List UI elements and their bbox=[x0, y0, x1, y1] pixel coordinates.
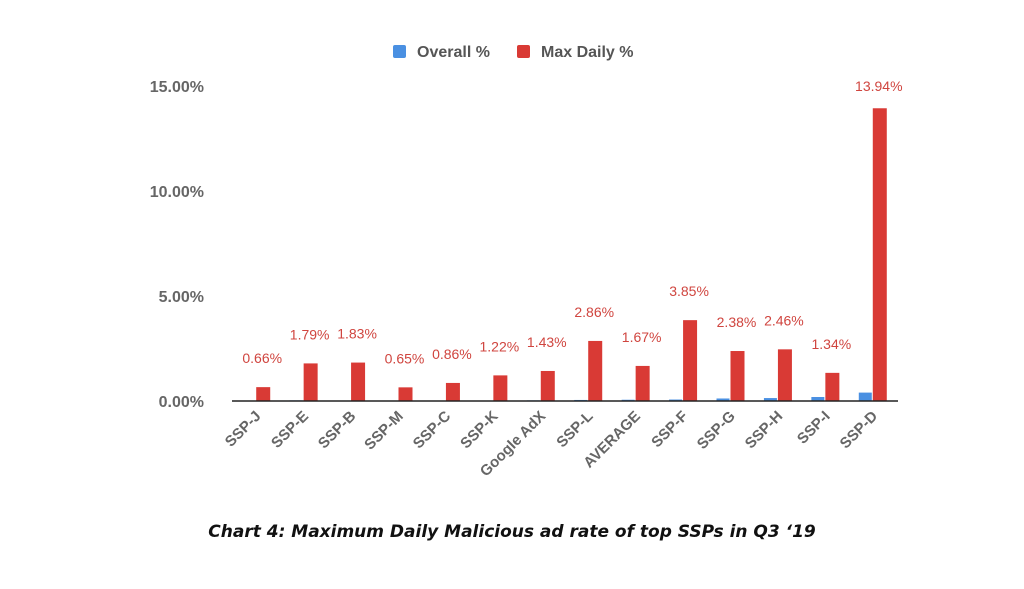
bar-max-daily-ssp-d bbox=[872, 108, 887, 401]
legend-label-overall: Overall % bbox=[417, 44, 490, 61]
x-tick-label: SSP-H bbox=[742, 408, 786, 452]
x-tick-label: SSP-E bbox=[268, 408, 312, 452]
bar-max-daily-ssp-f bbox=[683, 320, 698, 401]
data-label: 2.38% bbox=[717, 314, 757, 330]
data-label: 1.67% bbox=[622, 329, 662, 345]
data-label: 1.22% bbox=[480, 338, 520, 354]
x-tick-label: SSP-I bbox=[794, 408, 834, 448]
bar-max-daily-ssp-m bbox=[398, 387, 413, 401]
data-label: 1.79% bbox=[290, 326, 330, 342]
x-tick-label: SSP-L bbox=[553, 408, 596, 451]
bar-max-daily-ssp-i bbox=[825, 372, 840, 401]
y-tick-label: 10.00% bbox=[150, 184, 204, 201]
bar-overall-ssp-h bbox=[763, 398, 777, 401]
bar-overall-ssp-d bbox=[858, 392, 872, 401]
y-tick-label: 0.00% bbox=[159, 394, 204, 411]
x-tick-label: SSP-G bbox=[694, 408, 739, 453]
chart-caption: Chart 4: Maximum Daily Malicious ad rate… bbox=[208, 522, 816, 542]
data-label: 3.85% bbox=[669, 283, 709, 299]
data-label: 0.66% bbox=[242, 350, 282, 366]
bar-max-daily-ssp-l bbox=[588, 340, 603, 401]
bar-overall-ssp-i bbox=[811, 397, 825, 401]
y-axis: 0.00% 5.00% 10.00% 15.00% bbox=[150, 79, 204, 411]
y-tick-label: 15.00% bbox=[150, 79, 204, 96]
x-tick-label: SSP-C bbox=[410, 408, 455, 453]
bar-max-daily-average bbox=[635, 365, 650, 401]
bar-max-daily-ssp-g bbox=[730, 351, 745, 401]
legend-swatch-overall bbox=[393, 45, 406, 58]
y-tick-label: 5.00% bbox=[159, 289, 204, 306]
legend-swatch-max-daily bbox=[517, 45, 530, 58]
x-tick-label: SSP-K bbox=[457, 408, 502, 453]
data-labels: 0.66% 1.79% 1.83% 0.65% 0.86% 1.22% 1.43% 2.86%… bbox=[242, 78, 902, 366]
bar-max-daily-ssp-c bbox=[445, 382, 460, 401]
x-tick-label: SSP-B bbox=[315, 408, 360, 453]
bar-max-daily-ssp-k bbox=[493, 375, 508, 401]
data-label: 2.86% bbox=[574, 304, 614, 320]
chart: Overall % Max Daily % 0.00% 5.00% 10.00% 15.… bbox=[150, 44, 903, 480]
bar-max-daily-ssp-j bbox=[256, 387, 271, 401]
bar-max-daily-google-adx bbox=[540, 370, 555, 401]
data-label: 0.65% bbox=[385, 350, 425, 366]
data-label: 1.34% bbox=[812, 336, 852, 352]
x-tick-label: SSP-M bbox=[361, 408, 407, 454]
data-label: 13.94% bbox=[855, 78, 902, 94]
x-tick-label: SSP-D bbox=[837, 408, 882, 453]
bar-max-daily-ssp-b bbox=[351, 362, 366, 401]
data-label: 1.83% bbox=[337, 326, 377, 342]
bar-overall-ssp-g bbox=[716, 398, 730, 401]
bar-max-daily-ssp-h bbox=[777, 349, 792, 401]
data-label: 1.43% bbox=[527, 334, 567, 350]
bar-max-daily-ssp-e bbox=[303, 363, 318, 401]
data-label: 0.86% bbox=[432, 346, 472, 362]
data-label: 2.46% bbox=[764, 312, 804, 328]
bars bbox=[242, 108, 887, 402]
legend-label-max-daily: Max Daily % bbox=[541, 44, 633, 61]
legend: Overall % Max Daily % bbox=[393, 44, 633, 61]
x-tick-label: SSP-J bbox=[222, 408, 265, 451]
x-tick-label: SSP-F bbox=[648, 408, 691, 451]
